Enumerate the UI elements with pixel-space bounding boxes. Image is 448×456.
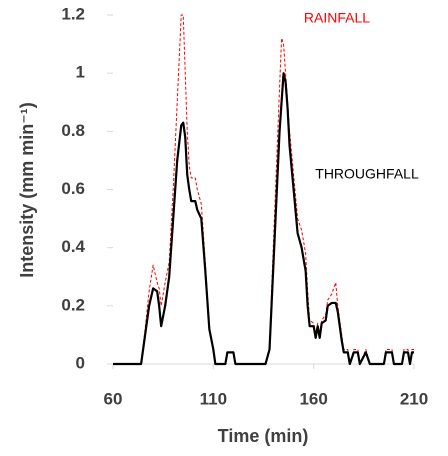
y-tick-label: 0.2 xyxy=(61,295,85,314)
y-tick-label: 0.6 xyxy=(61,179,85,198)
y-tick-label: 0.8 xyxy=(61,121,85,140)
x-tick-label: 160 xyxy=(299,389,327,408)
y-axis-title: Intensity (mm min⁻¹) xyxy=(17,102,37,278)
x-tick-label: 110 xyxy=(200,389,227,408)
x-tick-label: 60 xyxy=(104,389,123,408)
x-axis-title: Time (min) xyxy=(218,426,309,446)
legend-label: RAINFALL xyxy=(304,10,370,26)
y-tick-label: 1 xyxy=(76,63,85,82)
legend-label: THROUGHFALL xyxy=(315,166,419,182)
y-tick-label: 0.4 xyxy=(61,237,85,256)
y-tick-label: 0 xyxy=(76,353,85,372)
data-line xyxy=(113,72,414,366)
y-tick-label: 1.2 xyxy=(61,4,85,23)
x-tick-label: 210 xyxy=(400,389,428,408)
data-line xyxy=(113,14,414,365)
